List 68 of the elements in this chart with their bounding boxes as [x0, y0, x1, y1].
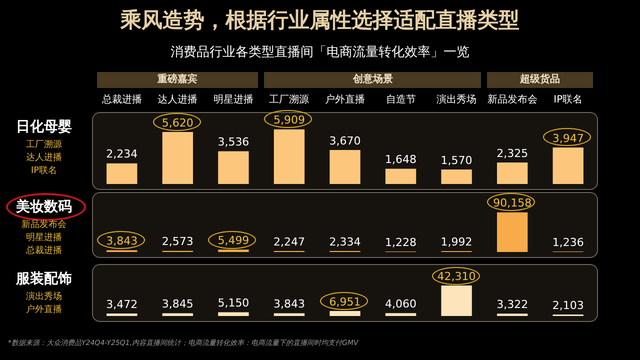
- data-label: 2,247: [273, 235, 305, 248]
- chart-subtitle: 消费品行业各类型直播间「电商流量转化效率」一览: [170, 44, 470, 61]
- text: 总裁进播: [25, 244, 63, 257]
- data-label: 3,843: [106, 234, 138, 248]
- data-label: 3,472: [106, 298, 138, 311]
- data-label: 1,648: [385, 153, 417, 166]
- data-label: 4,060: [385, 297, 417, 310]
- x-tick-label: 总裁进播: [100, 94, 142, 106]
- data-label: 5,909: [273, 114, 305, 127]
- data-label: 2,103: [552, 298, 584, 312]
- text: 重磅嘉宾: [97, 72, 258, 88]
- data-label: 3,845: [162, 298, 194, 311]
- text: 工厂溯源: [25, 138, 63, 151]
- x-tick-label: 达人进播: [158, 94, 198, 106]
- data-label: 3,536: [218, 136, 250, 149]
- y-axis-title: 服装配饰: [14, 270, 73, 288]
- data-label: 2,234: [106, 148, 138, 161]
- x-tick-label: 自造节: [386, 94, 416, 106]
- x-tick-label: 演出秀场: [436, 94, 477, 106]
- bar: [496, 162, 528, 184]
- data-label: 3,947: [552, 132, 584, 145]
- bar: [106, 163, 138, 184]
- bar: [552, 147, 584, 184]
- bar: [441, 169, 472, 184]
- x-tick-label: 工厂溯源: [269, 94, 310, 106]
- bar: [496, 212, 528, 252]
- text: 演出秀场: [25, 290, 63, 303]
- data-label: 5,620: [162, 116, 194, 130]
- data-label: 5,150: [218, 296, 250, 310]
- data-label: 2,334: [329, 235, 361, 248]
- x-tick-label: 新品发布会: [487, 94, 538, 106]
- text: 创意场景: [264, 72, 482, 88]
- data-label: 3,670: [329, 134, 361, 148]
- data-label: 90,158: [493, 196, 532, 210]
- bar: [385, 313, 416, 316]
- bar: [162, 132, 194, 184]
- text: 明星进播: [25, 232, 63, 244]
- bar: [218, 151, 249, 184]
- text: 新品发布会: [20, 218, 68, 231]
- x-tick-label: 明星进播: [213, 94, 254, 106]
- data-label: 1,992: [440, 235, 472, 248]
- data-label: 1,236: [552, 236, 584, 249]
- bar: [274, 313, 305, 316]
- data-label: 2,325: [496, 146, 528, 160]
- data-label: 3,843: [273, 298, 305, 311]
- bar: [218, 312, 249, 316]
- data-label: 6,951: [329, 295, 361, 308]
- text: 达人进播: [25, 152, 63, 164]
- data-label: 2,573: [162, 235, 194, 248]
- x-tick-label: 户外直播: [325, 94, 365, 106]
- text: 户外直播: [25, 304, 63, 316]
- data-label: 1,228: [385, 236, 417, 249]
- data-label: 1,570: [440, 154, 472, 167]
- bar: [274, 129, 305, 184]
- bar: [330, 150, 360, 184]
- x-tick-label: IP联名: [554, 94, 583, 106]
- y-axis-title: 日化母婴: [15, 118, 73, 136]
- data-label: 3,322: [496, 298, 528, 311]
- data-label: 5,499: [218, 234, 250, 247]
- text: 超级货品: [487, 72, 593, 88]
- text: IP联名: [30, 164, 58, 177]
- y-axis-title: 美妆数码: [14, 198, 73, 216]
- bar: [441, 286, 472, 316]
- bar: [162, 313, 194, 316]
- data-label: 42,310: [437, 270, 476, 283]
- chart-title: 乘风造势，根据行业属性选择适配直播类型: [119, 7, 520, 34]
- bar: [330, 310, 360, 316]
- bar: [385, 168, 416, 184]
